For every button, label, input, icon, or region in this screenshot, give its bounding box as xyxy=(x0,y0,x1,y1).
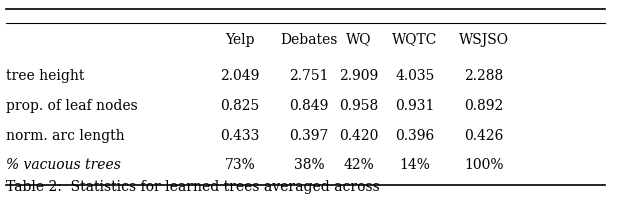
Text: WQTC: WQTC xyxy=(392,33,437,47)
Text: 100%: 100% xyxy=(464,158,504,172)
Text: 0.958: 0.958 xyxy=(339,99,378,113)
Text: norm. arc length: norm. arc length xyxy=(6,129,125,143)
Text: 2.751: 2.751 xyxy=(289,69,329,83)
Text: 0.433: 0.433 xyxy=(220,129,260,143)
Text: % vacuous trees: % vacuous trees xyxy=(6,158,121,172)
Text: 42%: 42% xyxy=(343,158,374,172)
Text: 0.426: 0.426 xyxy=(464,129,504,143)
Text: 0.931: 0.931 xyxy=(395,99,435,113)
Text: 0.420: 0.420 xyxy=(339,129,379,143)
Text: 0.396: 0.396 xyxy=(396,129,434,143)
Text: tree height: tree height xyxy=(6,69,85,83)
Text: 0.849: 0.849 xyxy=(289,99,329,113)
Text: 14%: 14% xyxy=(399,158,431,172)
Text: 2.288: 2.288 xyxy=(464,69,503,83)
Text: prop. of leaf nodes: prop. of leaf nodes xyxy=(6,99,138,113)
Text: 4.035: 4.035 xyxy=(395,69,435,83)
Text: 2.049: 2.049 xyxy=(220,69,260,83)
Text: 0.825: 0.825 xyxy=(221,99,260,113)
Text: Table 2:  Statistics for learned trees averaged across: Table 2: Statistics for learned trees av… xyxy=(6,180,380,194)
Text: Yelp: Yelp xyxy=(225,33,255,47)
Text: 73%: 73% xyxy=(225,158,256,172)
Text: 38%: 38% xyxy=(293,158,324,172)
Text: Debates: Debates xyxy=(280,33,338,47)
Text: WSJSO: WSJSO xyxy=(459,33,509,47)
Text: WQ: WQ xyxy=(346,33,371,47)
Text: 2.909: 2.909 xyxy=(339,69,378,83)
Text: 0.892: 0.892 xyxy=(464,99,503,113)
Text: 0.397: 0.397 xyxy=(289,129,329,143)
